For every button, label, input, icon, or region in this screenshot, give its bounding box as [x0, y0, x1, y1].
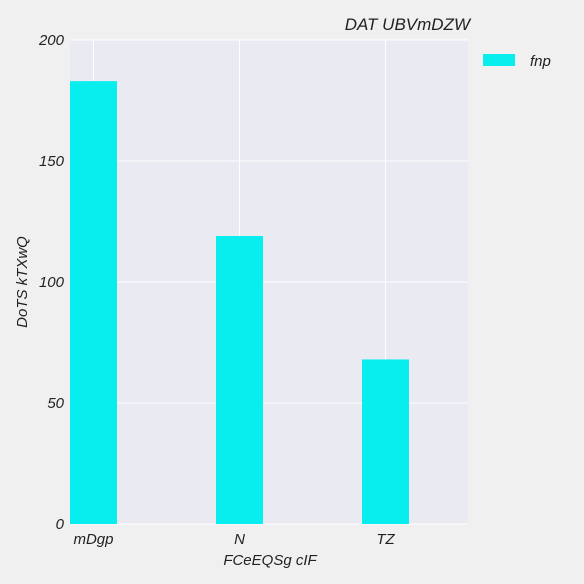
- bar-mDgp: [70, 81, 117, 524]
- y-tick-label: 150: [39, 153, 65, 170]
- x-tick-label: N: [234, 531, 245, 548]
- y-axis-label: DoTS kTXwQ: [14, 236, 31, 328]
- legend: fnp: [483, 53, 551, 70]
- legend-swatch: [483, 54, 515, 66]
- y-tick-label: 0: [56, 516, 65, 533]
- legend-label: fnp: [530, 53, 551, 70]
- x-axis-ticks: mDgp N TZ: [73, 531, 395, 548]
- y-tick-label: 100: [39, 274, 65, 291]
- x-tick-label: mDgp: [73, 531, 113, 548]
- bar-N: [216, 236, 263, 524]
- bars: [70, 81, 409, 524]
- chart-title: DAT UBVmDZW: [345, 15, 472, 34]
- y-tick-label: 50: [47, 395, 64, 412]
- y-tick-label: 200: [38, 32, 65, 49]
- y-axis-ticks: 0 50 100 150 200: [38, 32, 65, 533]
- x-axis-label: FCeEQSg cIF: [223, 552, 317, 569]
- x-tick-label: TZ: [376, 531, 395, 548]
- bar-TZ: [362, 359, 409, 524]
